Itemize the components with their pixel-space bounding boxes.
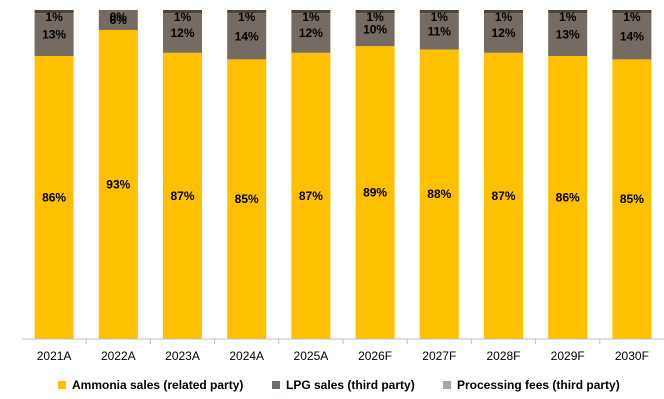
legend-swatch-processing-fees-third-party — [443, 381, 451, 389]
x-tick-label-2025A: 2025A — [294, 349, 329, 363]
x-tick-label-2029F: 2029F — [551, 349, 585, 363]
bar-ammonia-sales-related-party-2021A — [34, 56, 74, 340]
x-tick-label-2026F: 2026F — [358, 349, 392, 363]
segment-labels-layer: 86% 13% 1% 93% 6%0% 87% 12% 1% 85% 14% 1% 87% 12% 1% 8… — [42, 10, 644, 206]
data-label-processing-fees-third-party-2025A: 1% — [302, 10, 320, 24]
bar-lpg-sales-third-party-2025A — [291, 13, 331, 53]
legend: Ammonia sales (related party) LPG sales (… — [58, 378, 620, 392]
bars-layer — [34, 10, 652, 340]
bar-processing-fees-third-party-2025A — [291, 10, 331, 14]
data-label-processing-fees-third-party-2024A: 1% — [238, 10, 256, 24]
data-label-processing-fees-third-party-2030F: 1% — [623, 10, 641, 24]
data-label-ammonia-sales-related-party-2026F: 89% — [363, 186, 387, 200]
data-label-lpg-sales-third-party-2023A: 12% — [170, 26, 194, 40]
bar-lpg-sales-third-party-2022A — [98, 10, 138, 30]
data-label-ammonia-sales-related-party-2023A: 87% — [170, 189, 194, 203]
data-label-lpg-sales-third-party-2025A: 12% — [299, 26, 323, 40]
bar-ammonia-sales-related-party-2027F — [419, 49, 459, 339]
bar-lpg-sales-third-party-2028F — [484, 13, 523, 53]
bar-processing-fees-third-party-2023A — [163, 10, 202, 14]
data-label-ammonia-sales-related-party-2029F: 86% — [556, 191, 580, 205]
legend-swatch-lpg-sales-third-party — [272, 381, 280, 389]
bar-lpg-sales-third-party-2023A — [163, 13, 202, 53]
x-tick-label-2022A: 2022A — [101, 349, 136, 363]
bar-lpg-sales-third-party-2026F — [355, 13, 395, 47]
data-label-lpg-sales-third-party-2021A: 13% — [42, 28, 66, 42]
bar-lpg-sales-third-party-2024A — [227, 13, 267, 60]
x-tick-label-2030F: 2030F — [615, 349, 649, 363]
bar-ammonia-sales-related-party-2025A — [291, 52, 331, 340]
data-label-ammonia-sales-related-party-2025A: 87% — [299, 189, 323, 203]
bar-ammonia-sales-related-party-2024A — [227, 59, 267, 339]
bar-processing-fees-third-party-2021A — [34, 10, 74, 14]
bar-lpg-sales-third-party-2030F — [612, 13, 652, 60]
bar-lpg-sales-third-party-2021A — [34, 13, 74, 57]
data-label-lpg-sales-third-party-2029F: 13% — [556, 28, 580, 42]
bar-processing-fees-third-party-2028F — [484, 10, 523, 14]
bar-processing-fees-third-party-2030F — [612, 10, 652, 14]
data-label-lpg-sales-third-party-2028F: 12% — [491, 26, 515, 40]
data-label-processing-fees-third-party-2023A: 1% — [174, 10, 192, 24]
data-label-lpg-sales-third-party-2022A: 6% — [110, 13, 128, 27]
data-label-processing-fees-third-party-2022A: 0% — [110, 10, 128, 24]
legend-label-processing-fees-third-party: Processing fees (third party) — [457, 378, 620, 392]
bar-processing-fees-third-party-2026F — [355, 10, 395, 14]
data-label-ammonia-sales-related-party-2021A: 86% — [42, 191, 66, 205]
data-label-ammonia-sales-related-party-2027F: 88% — [427, 187, 451, 201]
x-axis-ticks: 2021A 2022A 2023A 2024A 2025A 2026F 2027F 2028F… — [37, 339, 649, 363]
legend-label-lpg-sales-third-party: LPG sales (third party) — [286, 378, 415, 392]
legend-label-ammonia-sales-related-party: Ammonia sales (related party) — [72, 378, 243, 392]
x-tick-label-2021A: 2021A — [37, 349, 72, 363]
bar-ammonia-sales-related-party-2029F — [548, 56, 588, 340]
bar-processing-fees-third-party-2029F — [548, 10, 588, 14]
bar-ammonia-sales-related-party-2028F — [484, 52, 523, 340]
data-label-processing-fees-third-party-2028F: 1% — [495, 10, 513, 24]
bar-processing-fees-third-party-2027F — [419, 10, 459, 14]
data-label-lpg-sales-third-party-2024A: 14% — [235, 29, 259, 43]
data-label-processing-fees-third-party-2029F: 1% — [559, 10, 577, 24]
data-label-ammonia-sales-related-party-2030F: 85% — [620, 192, 644, 206]
x-tick-label-2027F: 2027F — [422, 349, 456, 363]
bar-ammonia-sales-related-party-2022A — [98, 29, 138, 340]
bar-processing-fees-third-party-2024A — [227, 10, 267, 14]
bar-ammonia-sales-related-party-2030F — [612, 59, 652, 339]
x-tick-label-2023A: 2023A — [165, 349, 200, 363]
bar-lpg-sales-third-party-2029F — [548, 13, 588, 57]
x-tick-label-2024A: 2024A — [229, 349, 264, 363]
data-label-processing-fees-third-party-2027F: 1% — [431, 10, 449, 24]
data-label-ammonia-sales-related-party-2024A: 85% — [235, 192, 259, 206]
data-label-lpg-sales-third-party-2027F: 11% — [428, 24, 452, 38]
bar-ammonia-sales-related-party-2026F — [355, 46, 395, 339]
x-tick-label-2028F: 2028F — [486, 349, 520, 363]
bar-lpg-sales-third-party-2027F — [419, 13, 459, 50]
bar-ammonia-sales-related-party-2023A — [163, 52, 202, 340]
data-label-ammonia-sales-related-party-2028F: 87% — [491, 189, 515, 203]
data-label-lpg-sales-third-party-2030F: 14% — [620, 29, 644, 43]
data-label-ammonia-sales-related-party-2022A: 93% — [106, 177, 130, 191]
data-label-lpg-sales-third-party-2026F: 10% — [363, 23, 387, 37]
data-label-processing-fees-third-party-2021A: 1% — [45, 10, 63, 24]
data-label-processing-fees-third-party-2026F: 1% — [366, 10, 384, 24]
legend-swatch-ammonia-sales-related-party — [58, 381, 66, 389]
